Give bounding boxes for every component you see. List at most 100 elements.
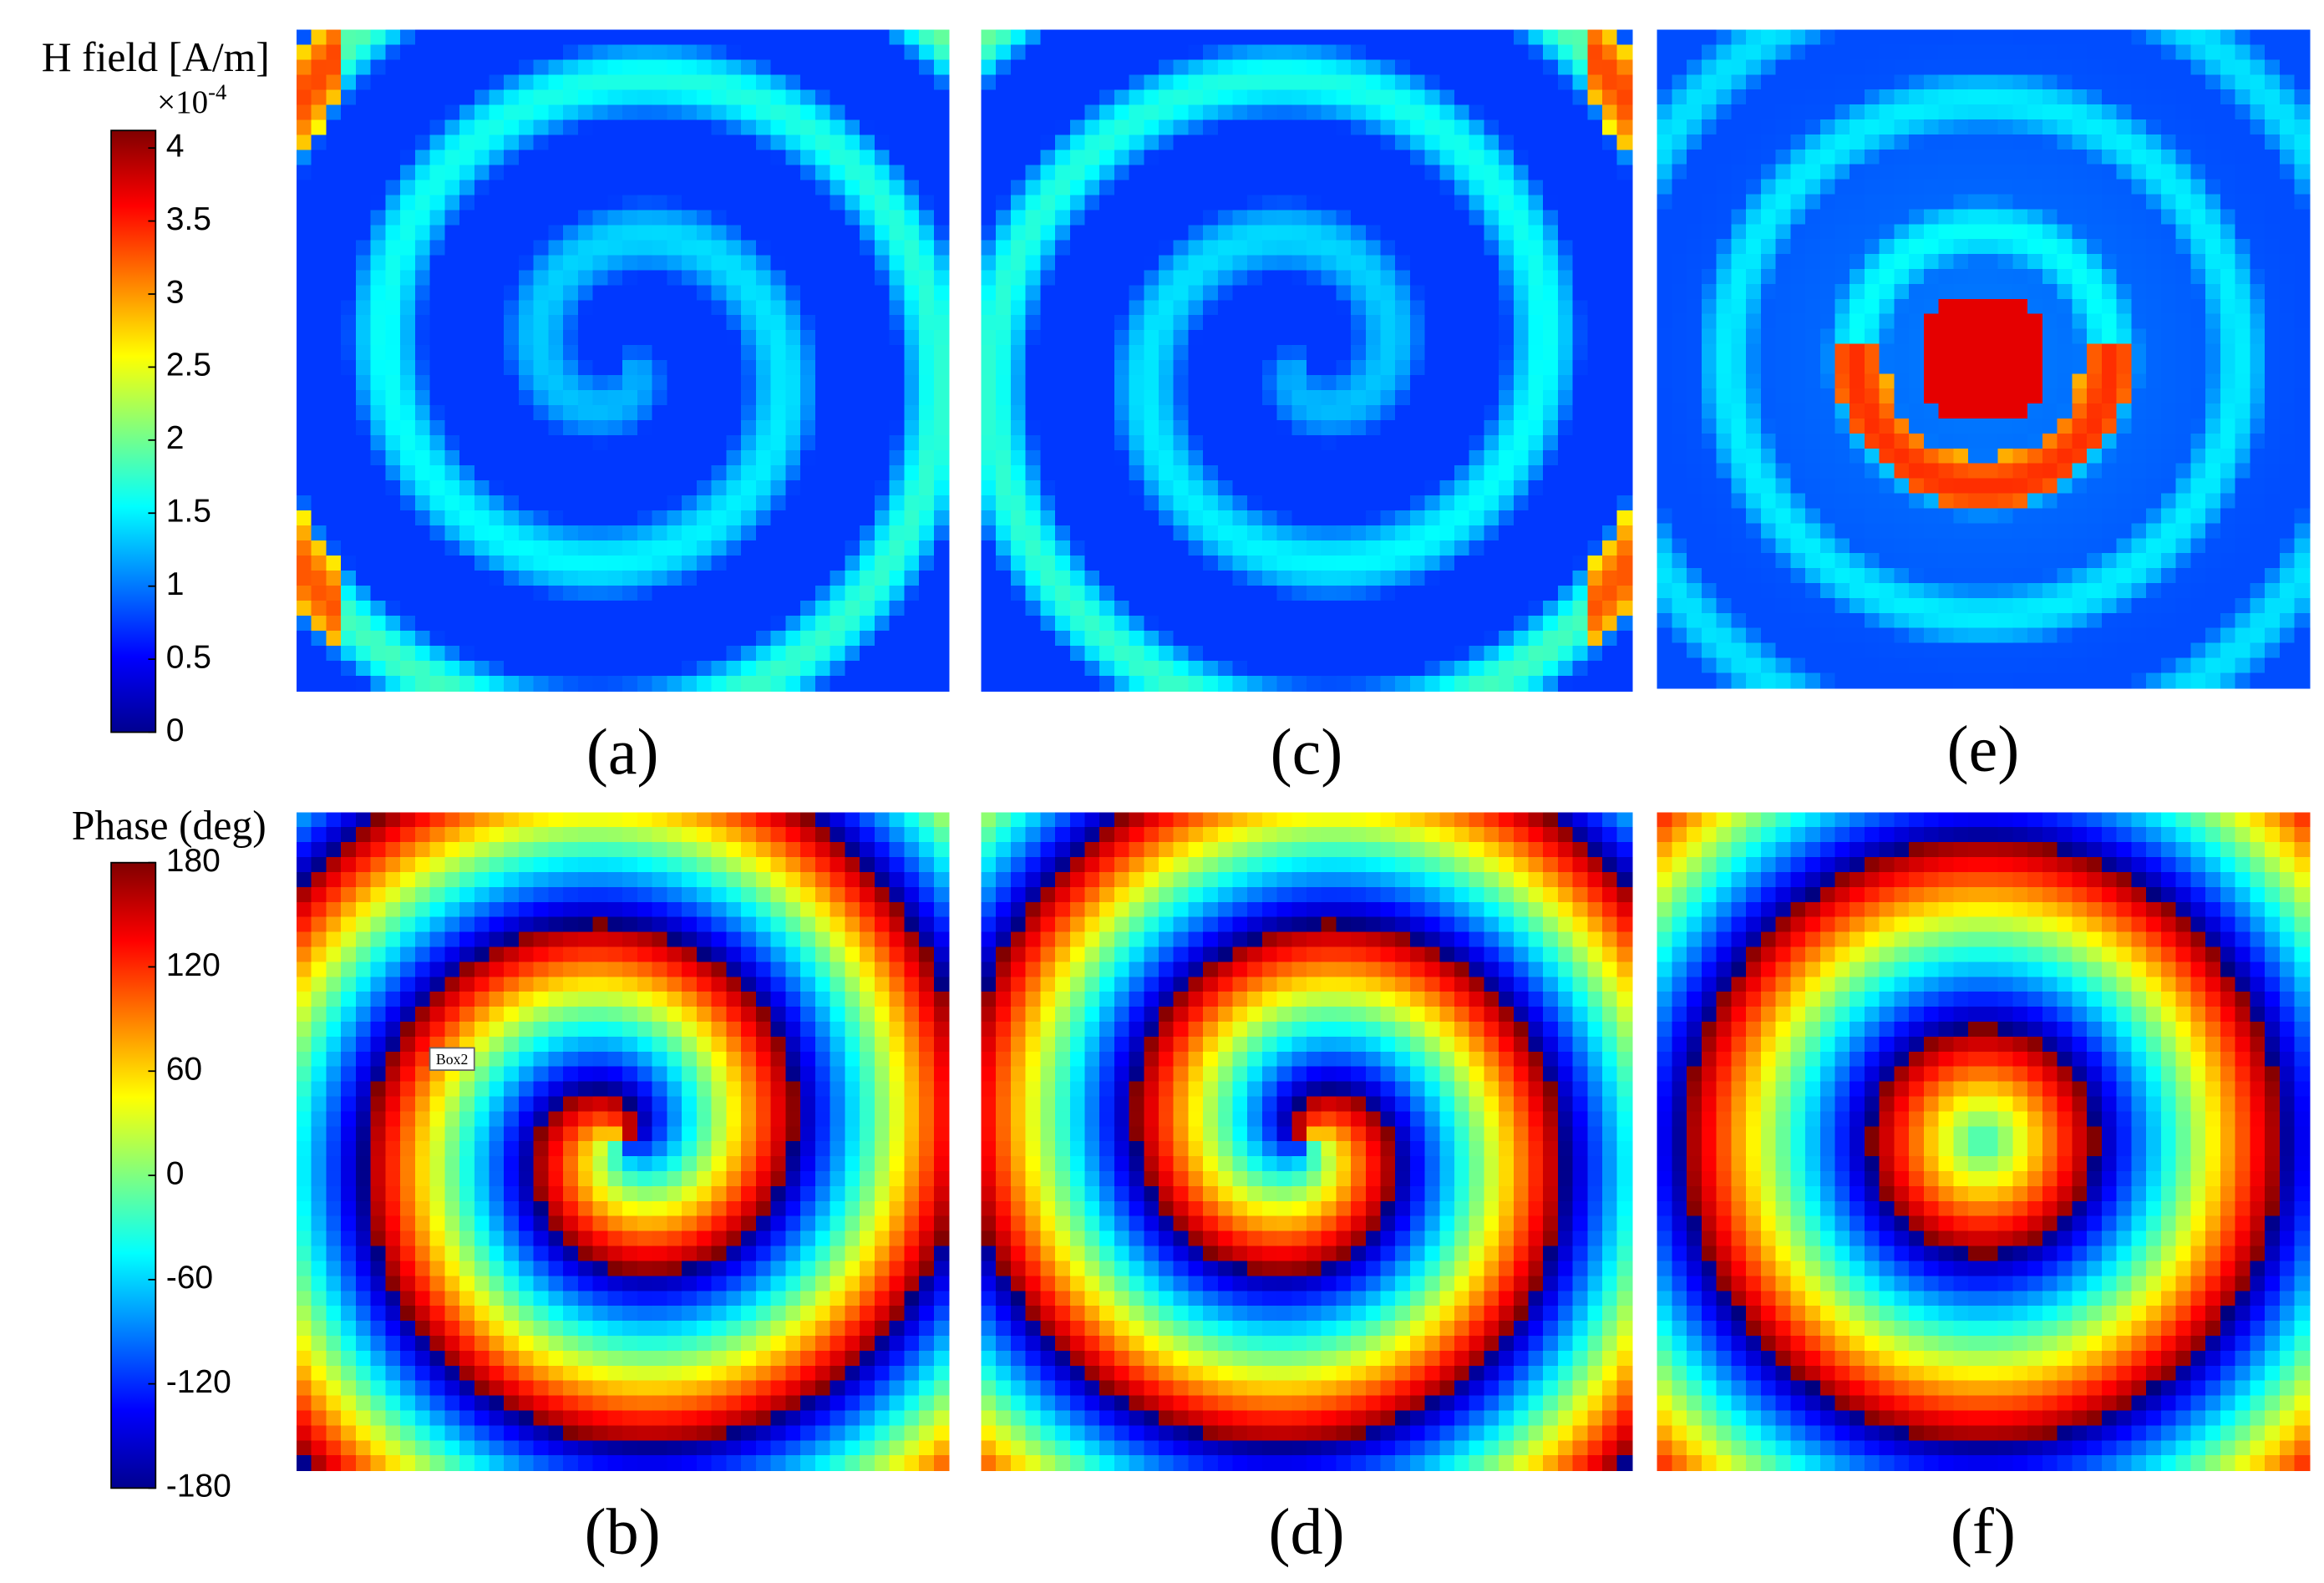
field-cell — [1365, 600, 1382, 616]
field-cell — [1528, 525, 1545, 542]
field-cell — [1790, 493, 1807, 510]
field-cell — [1321, 450, 1337, 467]
field-cell — [1336, 150, 1352, 166]
field-cell — [1894, 89, 1910, 106]
field-cell — [1982, 239, 1999, 256]
field-cell — [682, 570, 698, 587]
field-cell — [504, 285, 520, 302]
field-cell — [1938, 149, 1955, 165]
field-cell — [2012, 209, 2029, 226]
field-cell — [1158, 330, 1175, 347]
field-cell — [1276, 600, 1293, 616]
field-cell — [1879, 657, 1895, 674]
field-cell — [1923, 134, 1940, 150]
field-cell — [1968, 209, 1984, 226]
field-cell — [1276, 104, 1293, 121]
field-cell — [1938, 388, 1955, 405]
field-cell — [1173, 585, 1190, 602]
field-cell — [1746, 209, 1762, 226]
field-cell — [919, 675, 935, 692]
field-cell — [996, 225, 1012, 241]
field-cell — [1099, 645, 1115, 662]
field-cell — [400, 465, 416, 482]
field-cell — [1010, 525, 1027, 542]
field-cell — [1409, 285, 1426, 302]
field-cell — [1557, 270, 1574, 287]
field-cell — [1232, 44, 1249, 61]
field-cell — [726, 240, 743, 256]
field-cell — [474, 300, 490, 317]
field-cell — [355, 645, 372, 662]
field-cell — [622, 450, 638, 467]
field-cell — [1321, 134, 1337, 151]
field-cell — [533, 74, 550, 91]
field-cell — [889, 510, 906, 527]
field-cell — [1731, 568, 1748, 585]
field-cell — [1173, 510, 1190, 527]
field-cell — [592, 555, 609, 572]
field-cell — [1864, 419, 1880, 435]
field-cell — [1879, 568, 1895, 585]
field-cell — [504, 360, 520, 377]
field-cell — [1188, 59, 1205, 76]
field-cell — [1672, 29, 1688, 46]
field-cell — [1982, 597, 1999, 614]
field-cell — [1129, 315, 1145, 332]
field-cell — [607, 450, 624, 467]
field-cell — [1365, 345, 1382, 362]
field-cell — [1616, 555, 1633, 572]
field-cell — [311, 540, 327, 557]
field-cell — [1084, 225, 1101, 241]
field-cell — [1834, 463, 1851, 479]
field-cell — [459, 375, 475, 392]
field-cell — [1010, 59, 1027, 76]
field-cell — [326, 29, 343, 46]
field-cell — [1746, 343, 1762, 360]
field-cell — [770, 330, 787, 347]
field-cell — [845, 165, 861, 181]
field-cell — [874, 345, 891, 362]
field-cell — [459, 150, 475, 166]
field-cell — [770, 104, 787, 121]
field-cell — [1499, 435, 1515, 452]
field-cell — [548, 390, 565, 407]
field-cell — [1968, 642, 1984, 659]
field-cell — [667, 450, 683, 467]
field-cell — [1616, 225, 1633, 241]
field-cell — [1701, 463, 1718, 479]
field-cell — [296, 240, 312, 256]
field-cell — [429, 119, 446, 136]
field-cell — [933, 255, 950, 271]
field-cell — [1953, 627, 1970, 644]
field-cell — [1321, 420, 1337, 437]
field-cell — [1879, 478, 1895, 495]
field-cell — [919, 615, 935, 632]
field-cell — [1587, 165, 1604, 181]
field-cell — [919, 525, 935, 542]
field-cell — [504, 210, 520, 226]
field-cell — [1616, 600, 1633, 616]
field-cell — [1439, 660, 1456, 677]
field-cell — [1687, 448, 1702, 464]
field-cell — [1173, 600, 1190, 616]
field-cell — [1879, 119, 1895, 135]
field-cell — [726, 375, 743, 392]
field-cell — [800, 360, 816, 377]
field-cell — [1084, 675, 1101, 692]
field-cell — [904, 134, 921, 151]
field-cell — [652, 495, 668, 512]
field-cell — [1879, 419, 1895, 435]
field-cell — [1232, 330, 1249, 347]
field-cell — [874, 420, 891, 437]
field-cell — [933, 480, 950, 497]
field-cell — [1557, 405, 1574, 422]
field-cell — [1982, 209, 1999, 226]
field-cell — [1968, 44, 1984, 61]
field-cell — [607, 300, 624, 317]
field-cell — [1395, 525, 1411, 542]
field-cell — [296, 540, 312, 557]
field-cell — [489, 480, 505, 497]
field-cell — [1321, 165, 1337, 181]
field-cell — [341, 555, 357, 572]
field-cell — [1616, 29, 1633, 46]
